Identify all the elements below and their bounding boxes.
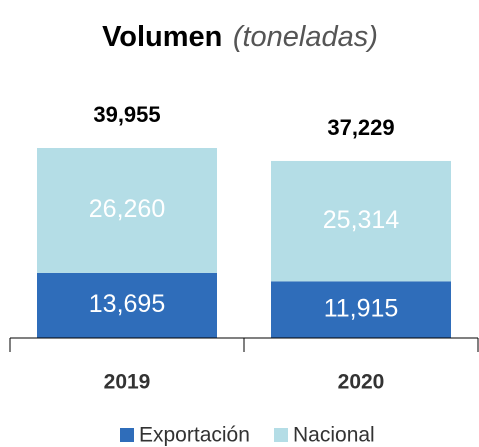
- chart-title-group: Volumen (toneladas): [102, 21, 378, 53]
- legend-label: Nacional: [293, 424, 375, 447]
- legend-swatch: [120, 428, 134, 442]
- value-label: 25,314: [323, 206, 400, 234]
- legend-label: Exportación: [139, 424, 250, 447]
- x-tick-label: 2020: [338, 371, 385, 394]
- value-label: 26,260: [89, 195, 165, 223]
- value-label: 13,695: [89, 290, 165, 318]
- bar-segment: [37, 148, 217, 273]
- bar-segment: [271, 160, 451, 282]
- bar-segment: [37, 272, 217, 338]
- value-label: 11,915: [324, 294, 399, 322]
- x-tick-label: 2019: [104, 371, 151, 394]
- bar-segment: [271, 281, 451, 338]
- legend-swatch: [274, 428, 288, 442]
- chart-title-unit: (toneladas): [233, 21, 378, 53]
- total-label: 39,955: [93, 102, 160, 127]
- total-label: 37,229: [327, 115, 394, 140]
- chart-title: Volumen: [102, 21, 222, 53]
